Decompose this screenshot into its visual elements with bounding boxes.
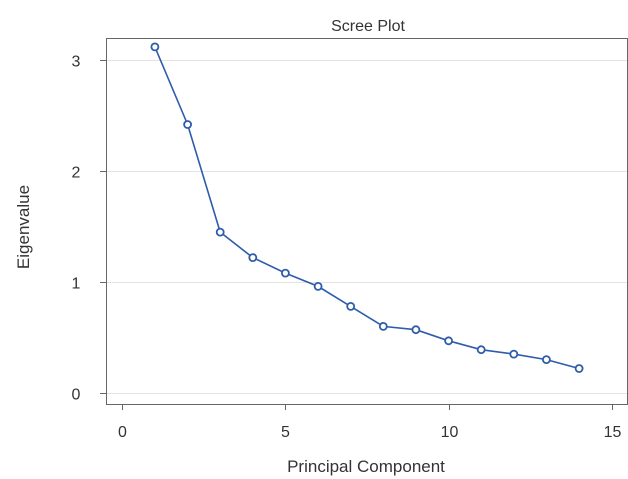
- x-tick-label-10: 10: [441, 424, 459, 441]
- y-axis-label: Eigenvalue: [14, 185, 33, 269]
- data-point-8: [378, 321, 388, 331]
- x-tick-label-0: 0: [118, 424, 127, 441]
- y-tick-label-3: 3: [72, 54, 81, 71]
- x-axis-label: Principal Component: [287, 457, 445, 476]
- chart-title: Scree Plot: [331, 18, 405, 35]
- data-point-11: [476, 345, 486, 355]
- y-tick-label-1: 1: [72, 276, 81, 293]
- series-line-0: [154, 46, 580, 370]
- data-point-12: [509, 349, 519, 359]
- axes: 0 1 2 3 0 5 10 15: [72, 54, 622, 442]
- data-series: [150, 42, 584, 373]
- data-point-1: [150, 42, 160, 52]
- data-point-3: [215, 227, 225, 237]
- data-point-2: [183, 120, 193, 129]
- y-tick-label-0: 0: [72, 387, 81, 404]
- data-point-13: [542, 355, 551, 365]
- data-point-14: [574, 364, 584, 373]
- y-tick-label-2: 2: [72, 165, 81, 182]
- plot-area: [106, 38, 628, 405]
- data-point-4: [248, 253, 258, 263]
- data-point-6: [313, 281, 323, 291]
- x-tick-label-15: 15: [604, 424, 622, 441]
- x-tick-label-5: 5: [281, 424, 290, 441]
- gridlines: [106, 60, 628, 394]
- data-point-5: [280, 268, 290, 278]
- data-point-10: [444, 336, 454, 346]
- data-point-9: [411, 325, 421, 335]
- data-point-7: [346, 301, 356, 311]
